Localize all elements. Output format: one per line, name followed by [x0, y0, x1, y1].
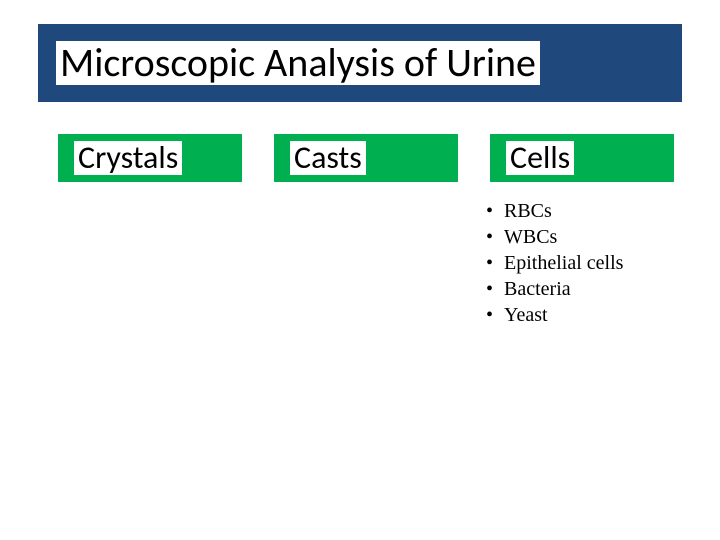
cells-bullet-list: RBCs WBCs Epithelial cells Bacteria Yeas… [486, 198, 623, 328]
category-cells: Cells [490, 134, 674, 182]
list-item: Yeast [486, 302, 623, 328]
category-row: Crystals Casts Cells [58, 134, 678, 182]
page-title: Microscopic Analysis of Urine [56, 41, 540, 85]
list-item: Bacteria [486, 276, 623, 302]
list-item: RBCs [486, 198, 623, 224]
list-item: WBCs [486, 224, 623, 250]
category-crystals: Crystals [58, 134, 242, 182]
category-label: Casts [290, 141, 366, 175]
title-bar: Microscopic Analysis of Urine [38, 24, 682, 102]
category-label: Crystals [74, 141, 182, 175]
category-label: Cells [506, 141, 574, 175]
category-casts: Casts [274, 134, 458, 182]
list-item: Epithelial cells [486, 250, 623, 276]
